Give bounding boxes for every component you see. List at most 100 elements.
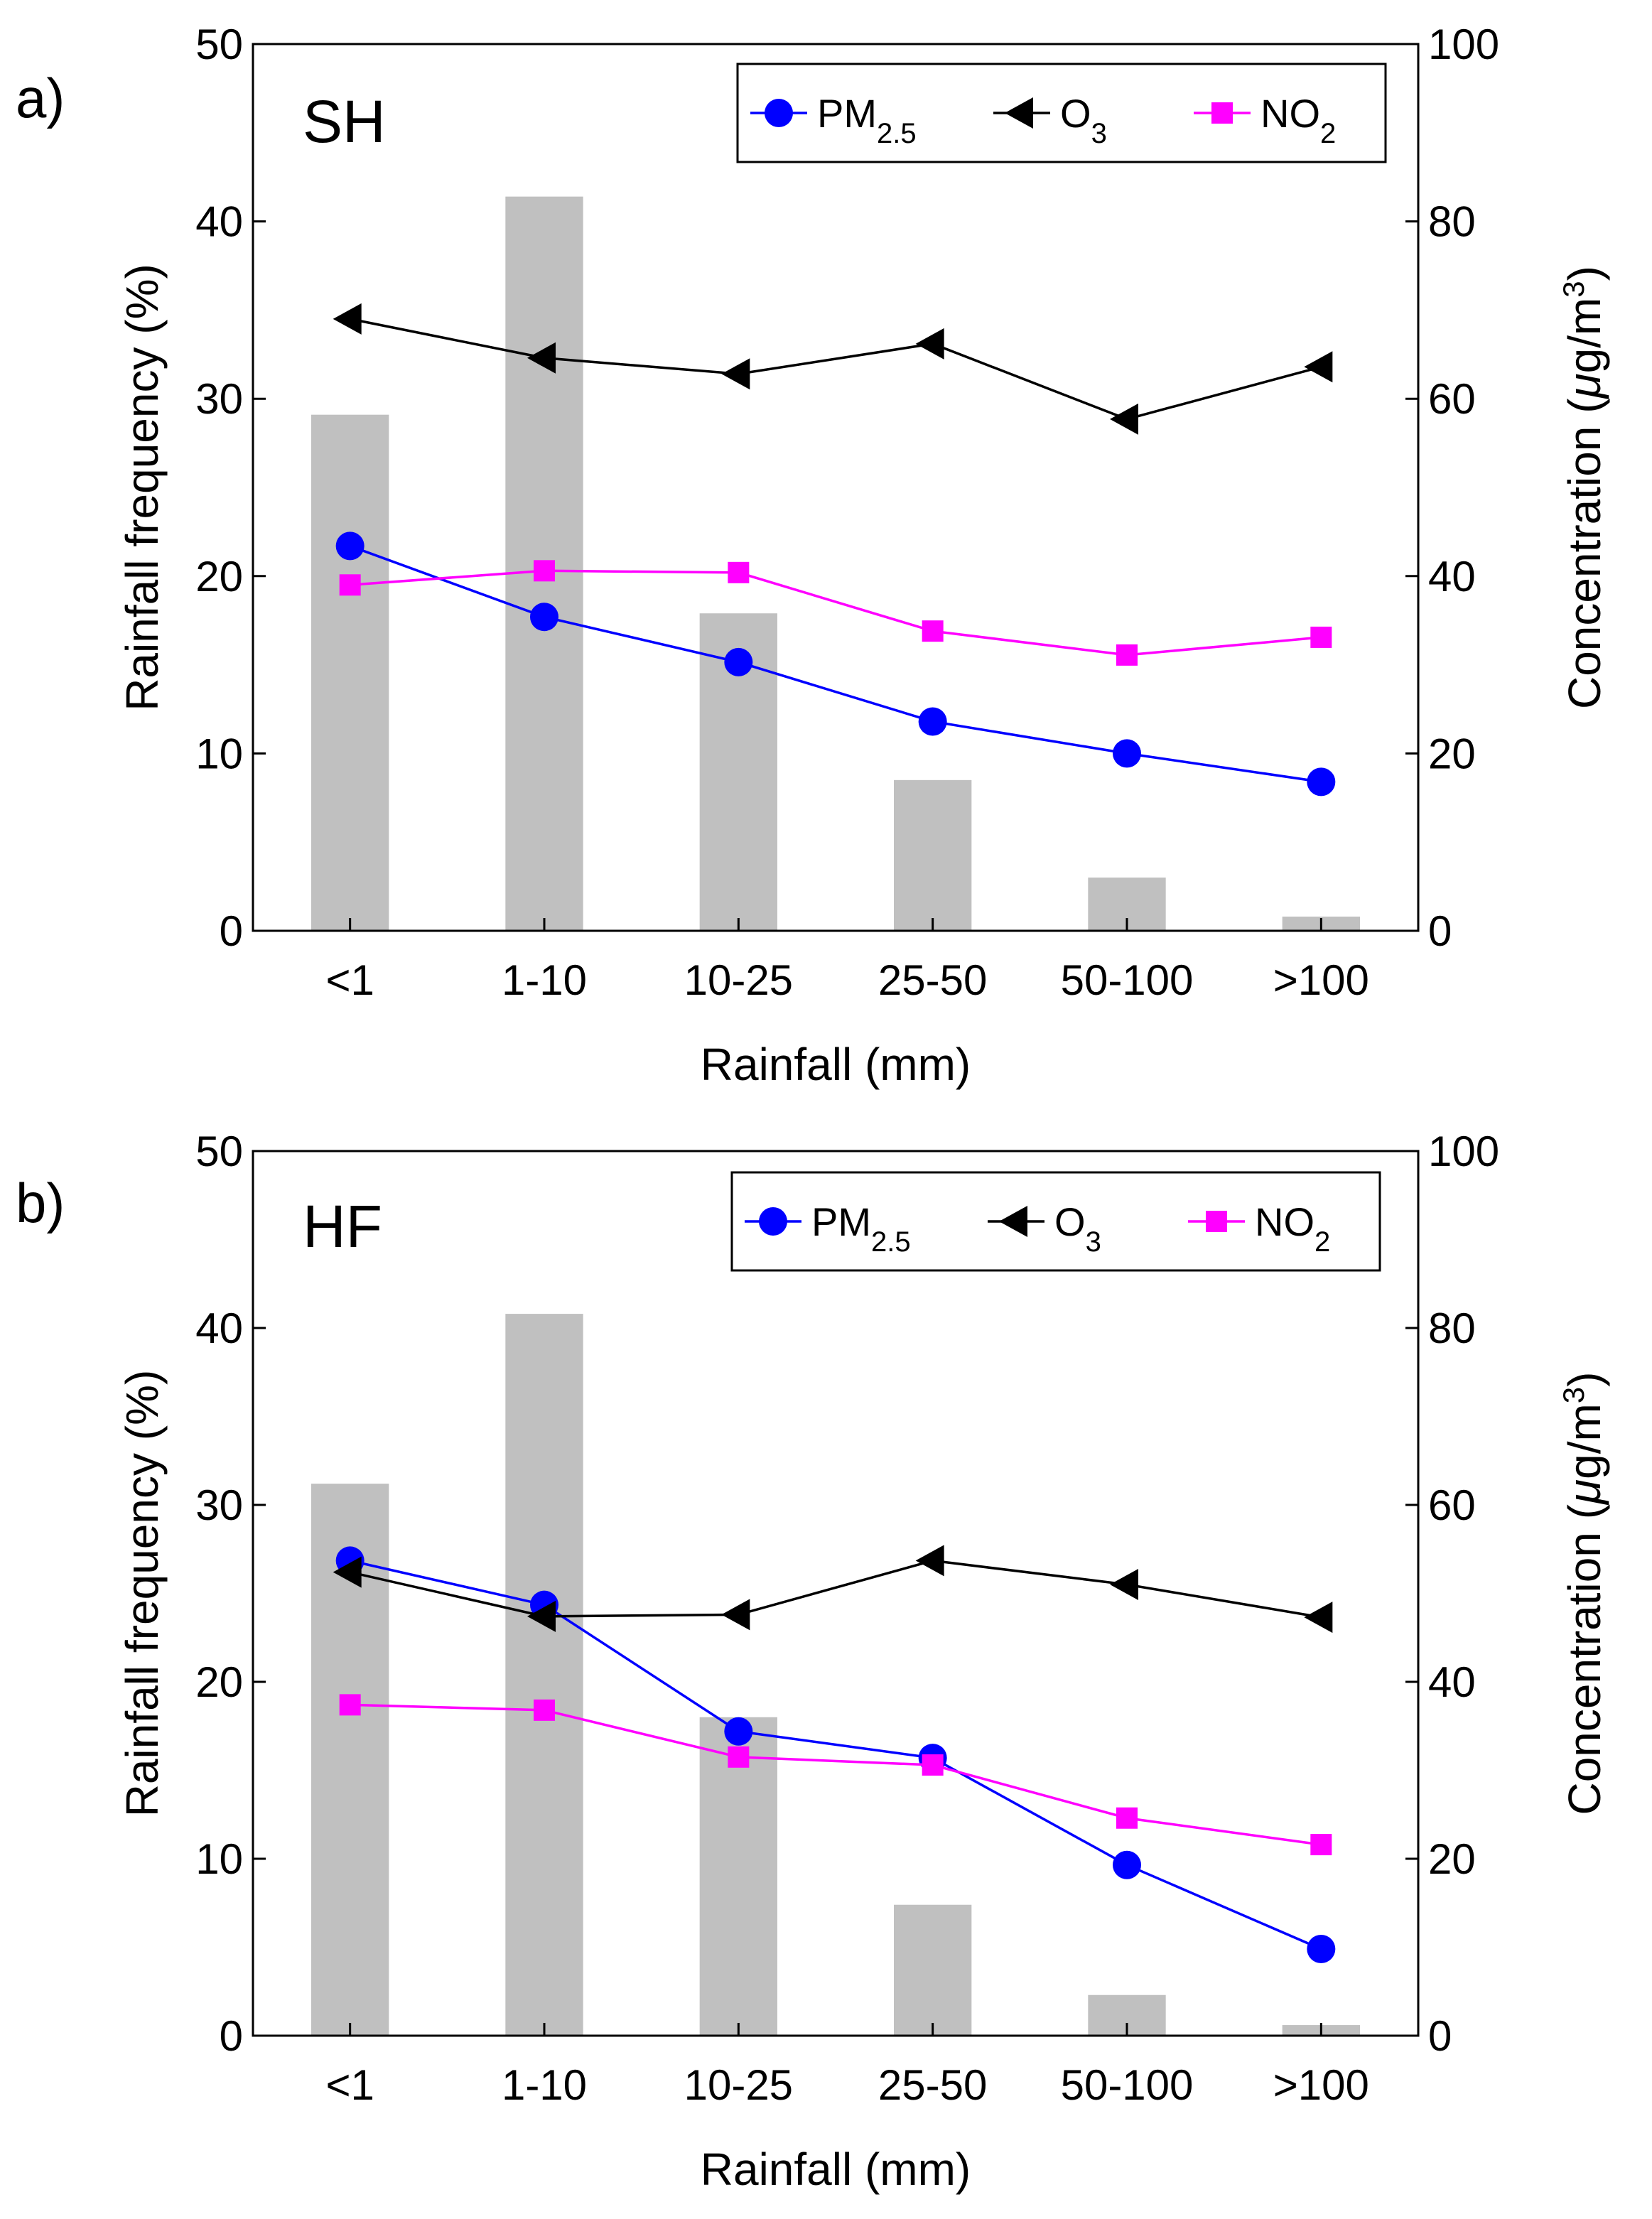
legend-label-2: NO2 bbox=[1255, 1199, 1330, 1258]
legend: PM2.5 O3 NO2 bbox=[736, 63, 1387, 163]
left-tick-label: 30 bbox=[195, 1481, 243, 1529]
legend-marker-0 bbox=[765, 99, 793, 127]
legend-box bbox=[736, 63, 1387, 163]
bar-2 bbox=[699, 1717, 777, 2036]
series-0-point-4 bbox=[1113, 739, 1141, 768]
series-0-point-4 bbox=[1113, 1850, 1141, 1879]
bar-0 bbox=[311, 414, 389, 931]
site-label: SH bbox=[303, 88, 386, 155]
x-tick-label: 50-100 bbox=[1061, 956, 1194, 1004]
series-1-point-4 bbox=[1110, 403, 1138, 435]
bar-3 bbox=[894, 779, 972, 931]
x-axis-label: Rainfall (mm) bbox=[701, 1039, 971, 1090]
legend-marker-2 bbox=[1211, 102, 1233, 124]
bar-1 bbox=[505, 1314, 583, 2036]
x-tick-label: 10-25 bbox=[684, 956, 793, 1004]
left-tick-label: 10 bbox=[195, 730, 243, 777]
series-2-point-4 bbox=[1116, 644, 1138, 666]
left-tick-label: 30 bbox=[195, 375, 243, 423]
legend-marker-2 bbox=[1206, 1211, 1227, 1232]
right-tick-label: 100 bbox=[1428, 21, 1499, 68]
x-tick-label: >100 bbox=[1273, 956, 1369, 1004]
axes-frame bbox=[252, 1150, 1420, 2037]
left-tick-label: 10 bbox=[195, 1835, 243, 1883]
series-1-point-3 bbox=[915, 1545, 944, 1577]
legend-marker-1 bbox=[999, 1206, 1027, 1237]
right-tick-label: 20 bbox=[1428, 1835, 1476, 1883]
x-tick-label: 10-25 bbox=[684, 2061, 793, 2109]
series-line-1 bbox=[350, 318, 1322, 421]
series-1-point-1 bbox=[527, 1600, 556, 1632]
series-2-point-3 bbox=[922, 620, 944, 642]
series-0-point-2 bbox=[724, 647, 753, 676]
left-tick-label: 0 bbox=[220, 2012, 243, 2060]
x-tick-label: <1 bbox=[325, 956, 374, 1004]
series-2-point-0 bbox=[339, 574, 361, 596]
series-1-point-0 bbox=[333, 303, 362, 335]
legend-label-1: O3 bbox=[1054, 1199, 1101, 1258]
x-tick-label: >100 bbox=[1273, 2061, 1369, 2109]
right-tick-label: 20 bbox=[1428, 730, 1476, 777]
series-0-point-5 bbox=[1307, 767, 1336, 797]
series-1-point-3 bbox=[915, 328, 944, 360]
series-1-point-0 bbox=[333, 1556, 362, 1588]
right-tick-label: 60 bbox=[1428, 375, 1476, 423]
axes-frame bbox=[252, 43, 1420, 932]
series-2-point-4 bbox=[1116, 1807, 1138, 1829]
series-2-point-1 bbox=[534, 560, 555, 582]
chart-panel-sh: 0 10 20 30 40 50 0 20 40 60 80 100 <1 1-10 10-25 25-50 5… bbox=[16, 21, 1610, 1090]
right-tick-label: 40 bbox=[1428, 553, 1476, 600]
right-tick-label: 80 bbox=[1428, 198, 1476, 246]
legend-label-1: O3 bbox=[1060, 91, 1107, 149]
y-axis-left-label: Rainfall frequency (%) bbox=[117, 1370, 168, 1818]
x-axis-label: Rainfall (mm) bbox=[701, 2144, 971, 2195]
site-label: HF bbox=[303, 1193, 382, 1260]
left-tick-label: 50 bbox=[195, 1128, 243, 1175]
series-line-1 bbox=[350, 1559, 1322, 1619]
x-tick-label: 50-100 bbox=[1061, 2061, 1194, 2109]
series-0-point-5 bbox=[1307, 1934, 1336, 1963]
x-tick-label: 25-50 bbox=[878, 956, 987, 1004]
panel-label: b) bbox=[16, 1172, 65, 1234]
legend-box bbox=[730, 1171, 1381, 1272]
series-0-point-0 bbox=[335, 531, 365, 561]
series-2-point-2 bbox=[728, 561, 750, 583]
series-2-point-5 bbox=[1310, 1834, 1332, 1856]
left-tick-label: 40 bbox=[195, 198, 243, 246]
bar-3 bbox=[894, 1904, 972, 2036]
right-tick-label: 0 bbox=[1428, 2012, 1452, 2060]
series-1-point-5 bbox=[1304, 351, 1333, 383]
series-2-point-0 bbox=[339, 1694, 361, 1716]
series-1-point-2 bbox=[721, 358, 750, 390]
series-2-point-1 bbox=[534, 1699, 555, 1721]
series-2-point-5 bbox=[1310, 626, 1332, 648]
legend-label-0: PM2.5 bbox=[817, 91, 917, 149]
y-axis-left-label: Rainfall frequency (%) bbox=[117, 264, 168, 711]
right-tick-label: 0 bbox=[1428, 907, 1452, 955]
x-tick-label: 25-50 bbox=[878, 2061, 987, 2109]
legend: PM2.5 O3 NO2 bbox=[730, 1171, 1381, 1272]
right-tick-label: 60 bbox=[1428, 1481, 1476, 1529]
right-tick-label: 100 bbox=[1428, 1128, 1499, 1175]
series-1-point-1 bbox=[527, 342, 556, 374]
left-tick-label: 0 bbox=[220, 907, 243, 955]
right-tick-label: 80 bbox=[1428, 1305, 1476, 1352]
series-line-2 bbox=[350, 569, 1322, 657]
series-0-point-3 bbox=[918, 707, 947, 736]
series-2-point-2 bbox=[728, 1746, 750, 1768]
series-1-point-2 bbox=[721, 1599, 750, 1631]
x-tick-label: <1 bbox=[325, 2061, 374, 2109]
legend-label-2: NO2 bbox=[1260, 91, 1336, 149]
y-axis-right-label: Concentration (μg/m3) bbox=[1557, 1372, 1611, 1815]
chart-panel-hf: 0 10 20 30 40 50 0 20 40 60 80 100 <1 1-10 10-25 25-50 5… bbox=[16, 1128, 1610, 2195]
panel-label: a) bbox=[16, 67, 65, 129]
legend-marker-0 bbox=[759, 1207, 787, 1236]
left-tick-label: 50 bbox=[195, 21, 243, 68]
series-2-point-3 bbox=[922, 1754, 944, 1776]
y-axis-right-label: Concentration (μg/m3) bbox=[1557, 266, 1611, 709]
series-1-point-4 bbox=[1110, 1569, 1138, 1601]
series-line-0 bbox=[350, 1559, 1322, 1950]
left-tick-label: 40 bbox=[195, 1305, 243, 1352]
left-tick-label: 20 bbox=[195, 553, 243, 600]
